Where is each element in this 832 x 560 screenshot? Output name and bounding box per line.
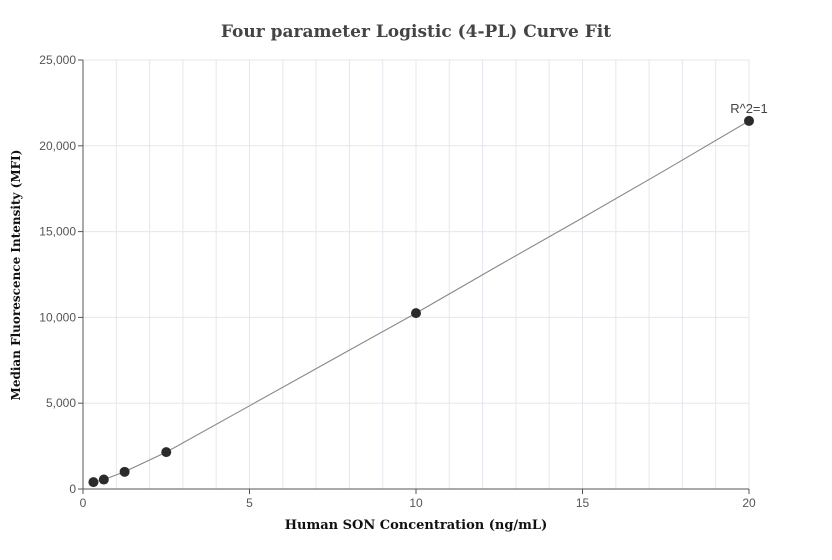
x-tick-label: 15 [576, 496, 590, 510]
x-tick-label: 20 [742, 496, 756, 510]
data-point [88, 477, 99, 488]
x-tick-label: 10 [409, 496, 423, 510]
data-point [119, 466, 130, 477]
fit-curve-group [93, 120, 750, 483]
y-tick-label: 10,000 [39, 310, 76, 324]
chart-title: Four parameter Logistic (4-PL) Curve Fit [220, 22, 612, 42]
data-point [744, 115, 754, 126]
y-tick-label: 15,000 [39, 225, 76, 239]
r-squared-label: R^2=1 [730, 101, 768, 116]
annotations-group: R^2=1 [730, 101, 768, 116]
y-tick-label: 5,000 [46, 396, 76, 410]
data-point [161, 447, 172, 458]
y-tick-label: 0 [69, 482, 76, 496]
x-tick-label: 5 [246, 496, 253, 510]
y-axis-label: Median Fluorescence Intensity (MFI) [9, 149, 23, 401]
x-tick-label: 0 [80, 496, 87, 510]
fit-curve-line [93, 120, 750, 483]
data-points-group [88, 115, 754, 488]
data-point [411, 308, 421, 319]
x-axis-label: Human SON Concentration (ng/mL) [284, 518, 548, 533]
y-tick-label: 25,000 [39, 53, 76, 67]
grid-lines [82, 59, 750, 490]
axes: 0 5,000 10,000 15,000 20,000 25,000 0 5 10 15 20 [39, 53, 756, 510]
data-point [98, 474, 109, 485]
y-tick-label: 20,000 [39, 139, 76, 153]
